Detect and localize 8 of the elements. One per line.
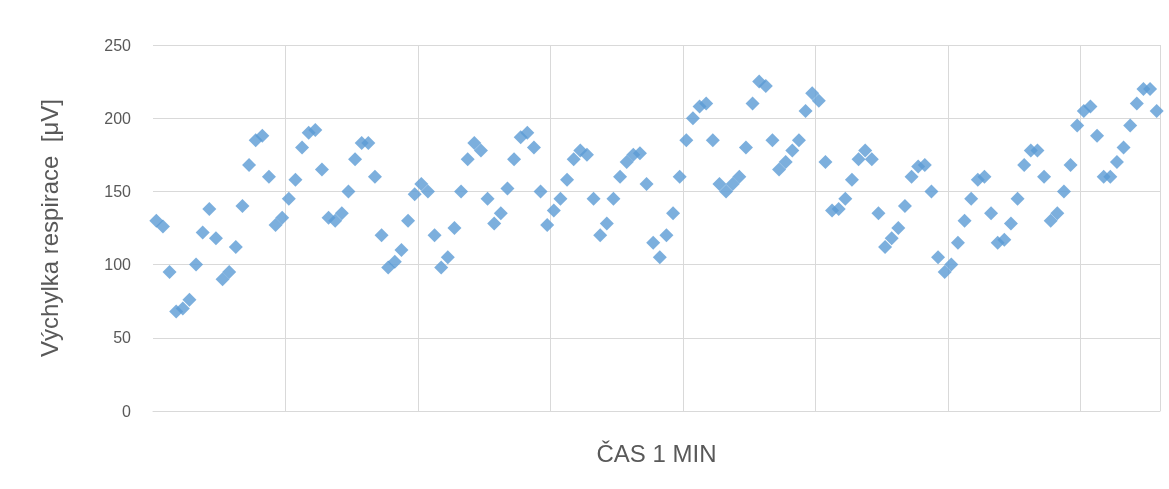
x-axis-title: ČAS 1 MIN [596,439,717,467]
y-tick-label: 0 [122,402,132,420]
y-tick-label: 250 [104,36,132,54]
y-tick-label: 150 [104,182,132,200]
y-tick-label: 100 [104,256,132,274]
y-tick-label: 50 [113,329,132,347]
y-tick-label: 200 [104,109,132,127]
y-axis-title: Výchylka respirace [μV] [35,99,63,357]
